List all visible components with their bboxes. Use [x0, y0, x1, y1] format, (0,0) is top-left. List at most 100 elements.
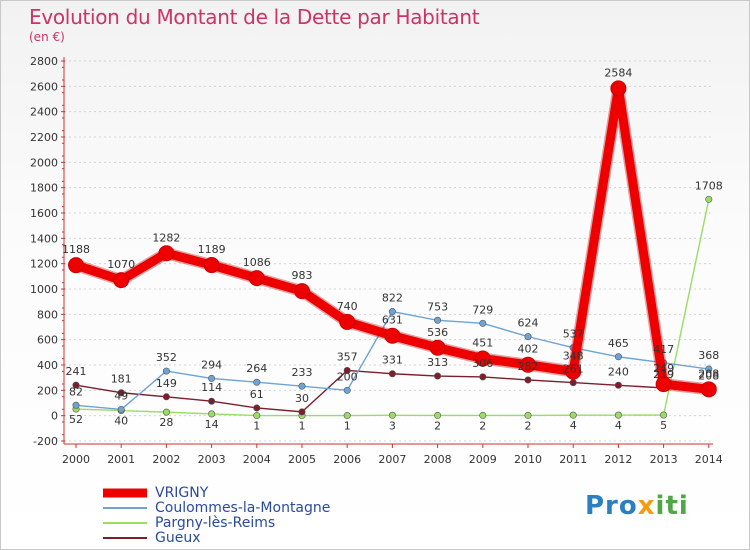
x-tick-label: 2000: [62, 453, 90, 466]
legend-label-gueux: Gueux: [155, 529, 201, 546]
data-label-pargny: 1: [299, 420, 306, 433]
x-tick-label: 2004: [243, 453, 271, 466]
y-tick-label: 2000: [30, 156, 58, 169]
chart-subtitle: (en €): [29, 30, 65, 44]
data-point-gueux: [388, 370, 396, 378]
x-tick-label: 2007: [378, 453, 406, 466]
data-label-gueux: 306: [472, 357, 493, 370]
data-label-pargny: 28: [159, 416, 173, 429]
legend-item-coulommes: Coulommes-la-Montagne: [101, 499, 331, 516]
data-point-coulommes: [614, 353, 622, 361]
y-tick-label: 1600: [30, 207, 58, 220]
data-point-coulommes: [208, 374, 216, 382]
data-label-coulommes: 417: [653, 343, 674, 356]
data-label-vrigny: 249: [653, 362, 674, 375]
legend: VRIGNY Coulommes-la-Montagne Pargny-lès-…: [101, 484, 331, 546]
data-point-vrigny: [520, 356, 536, 373]
y-tick-label: 600: [37, 334, 58, 347]
data-label-coulommes: 729: [472, 303, 493, 316]
y-tick-label: 2200: [30, 131, 58, 144]
data-point-gueux: [569, 379, 577, 387]
data-label-vrigny: 2584: [604, 66, 632, 79]
x-tick-label: 2005: [288, 453, 316, 466]
data-label-pargny: 1708: [695, 179, 723, 192]
data-label-pargny: 5: [660, 419, 667, 432]
data-point-pargny: [343, 412, 351, 420]
data-point-coulommes: [434, 316, 442, 324]
data-point-coulommes: [388, 308, 396, 316]
y-tick-label: -200: [33, 435, 58, 448]
data-label-vrigny: 983: [292, 269, 313, 282]
legend-item-vrigny: VRIGNY: [101, 484, 330, 501]
data-label-gueux: 114: [201, 381, 222, 394]
data-label-coulommes: 465: [608, 337, 629, 350]
data-point-vrigny: [429, 339, 446, 356]
y-tick-label: 1200: [30, 258, 58, 271]
data-point-vrigny: [655, 376, 672, 393]
data-point-vrigny: [384, 327, 401, 344]
x-tick-label: 2013: [650, 453, 678, 466]
data-point-gueux: [72, 381, 80, 389]
data-label-gueux: 241: [66, 365, 87, 378]
data-point-pargny: [388, 411, 396, 419]
data-point-pargny: [705, 195, 713, 203]
data-point-vrigny: [610, 80, 627, 97]
y-tick-label: 800: [37, 308, 58, 321]
x-tick-label: 2008: [424, 453, 452, 466]
y-tick-label: 1800: [30, 182, 58, 195]
data-label-gueux: 357: [337, 350, 358, 363]
data-label-vrigny: 348: [563, 350, 584, 363]
data-point-gueux: [253, 404, 261, 412]
data-point-vrigny: [113, 272, 130, 289]
data-point-coulommes: [117, 405, 125, 413]
data-point-coulommes: [343, 386, 351, 394]
data-label-gueux: 61: [250, 388, 264, 401]
data-label-vrigny: 536: [427, 326, 448, 339]
data-label-gueux: 219: [653, 368, 674, 381]
data-label-coulommes: 537: [563, 328, 584, 341]
data-label-pargny: 3: [389, 419, 396, 432]
y-tick-label: 2400: [30, 106, 58, 119]
data-label-coulommes: 82: [69, 385, 83, 398]
data-label-gueux: 313: [427, 356, 448, 369]
data-point-pargny: [479, 411, 487, 419]
chart-title: Evolution du Montant de la Dette par Hab…: [29, 5, 480, 29]
data-label-vrigny: 631: [382, 314, 403, 327]
data-label-pargny: 4: [615, 419, 622, 432]
data-label-pargny: 52: [69, 413, 83, 426]
x-tick-label: 2010: [514, 453, 542, 466]
data-label-gueux: 282: [518, 360, 539, 373]
data-point-gueux: [479, 373, 487, 381]
y-tick-label: 0: [51, 410, 58, 423]
data-label-gueux: 261: [563, 363, 584, 376]
y-tick-label: 2800: [30, 55, 58, 68]
data-label-vrigny: 1188: [62, 243, 90, 256]
x-tick-label: 2009: [469, 453, 497, 466]
y-tick-label: 200: [37, 384, 58, 397]
legend-swatch-pargny: [103, 522, 147, 524]
data-point-pargny: [208, 410, 216, 418]
data-label-coulommes: 233: [292, 366, 313, 379]
data-point-gueux: [434, 372, 442, 380]
legend-label-coulommes: Coulommes-la-Montagne: [155, 499, 331, 516]
data-label-pargny: 4: [570, 419, 577, 432]
y-tick-label: 2600: [30, 80, 58, 93]
legend-label-vrigny: VRIGNY: [155, 484, 209, 501]
data-point-vrigny: [248, 270, 265, 287]
data-point-coulommes: [72, 401, 80, 409]
data-point-vrigny: [339, 313, 356, 330]
data-label-pargny: 40: [114, 415, 128, 428]
x-tick-label: 2001: [107, 453, 135, 466]
data-label-gueux: 240: [608, 365, 629, 378]
legend-label-pargny: Pargny-lès-Reims: [155, 514, 276, 531]
data-label-pargny: 14: [205, 418, 219, 431]
data-label-gueux: 30: [295, 392, 309, 405]
data-point-gueux: [524, 376, 532, 384]
data-label-pargny: 2: [434, 419, 441, 432]
data-label-pargny: 2: [479, 419, 486, 432]
x-tick-label: 2002: [152, 453, 180, 466]
y-tick-label: 1000: [30, 283, 58, 296]
proxiti-logo: Proxiti: [585, 491, 689, 521]
data-label-gueux: 181: [111, 373, 132, 386]
